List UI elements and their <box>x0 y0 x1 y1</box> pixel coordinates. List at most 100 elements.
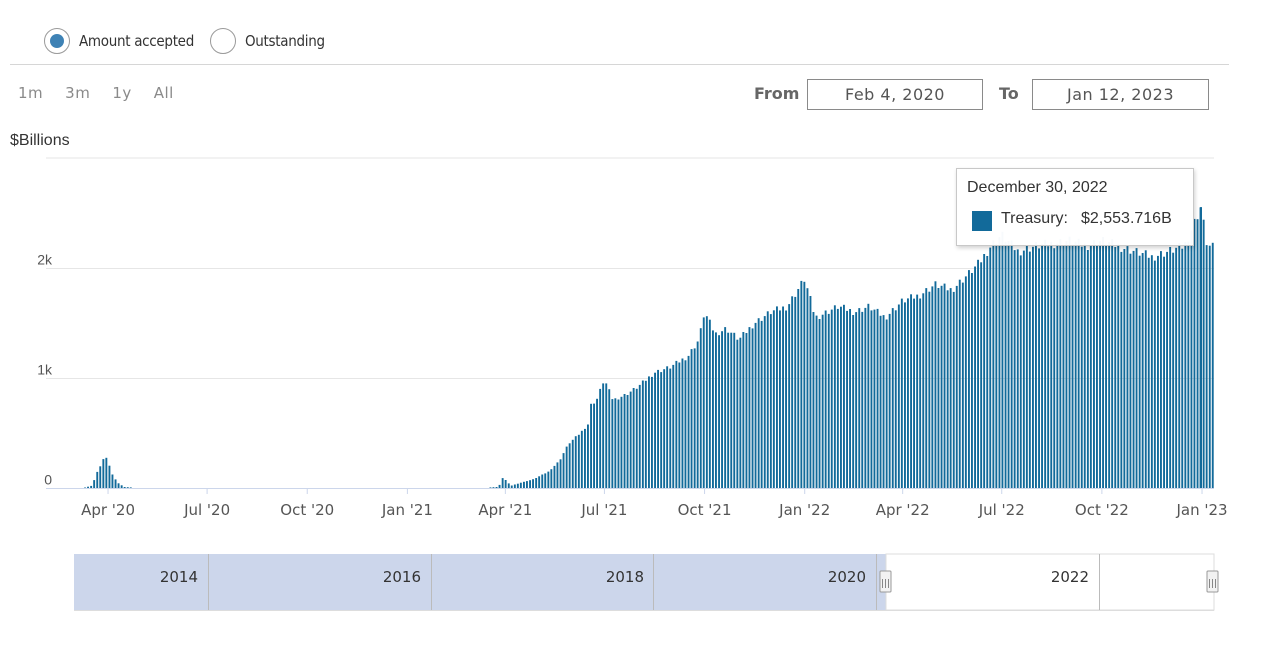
data-bar <box>907 298 909 488</box>
tooltip-value: $2,553.716B <box>1081 210 1172 227</box>
tooltip-series-label: Treasury: <box>1001 210 1068 227</box>
data-bar <box>553 465 556 488</box>
data-bar <box>964 276 967 488</box>
radio-selected-dot <box>50 34 64 48</box>
range-button-3m[interactable]: 3m <box>65 84 91 102</box>
data-bar <box>648 376 650 488</box>
range-button-1m[interactable]: 1m <box>18 84 44 102</box>
measure-toggle: Amount accepted Outstanding <box>44 28 341 54</box>
navigator-left-handle[interactable] <box>879 570 892 593</box>
navigator-right-handle[interactable] <box>1206 570 1219 593</box>
data-bar <box>584 428 586 488</box>
data-bar <box>693 348 696 488</box>
data-bar <box>1166 251 1168 488</box>
range-button-1y[interactable]: 1y <box>112 84 132 102</box>
data-bar <box>800 280 803 488</box>
data-bar <box>562 453 565 488</box>
data-bar <box>1202 219 1205 488</box>
data-bar <box>1019 255 1022 488</box>
data-bar <box>705 316 708 488</box>
data-bar <box>654 372 656 488</box>
data-bar <box>882 315 885 488</box>
navigator-handle-grip: ||| <box>1208 579 1217 589</box>
data-bar <box>498 484 501 488</box>
data-bar <box>641 380 644 488</box>
data-bar <box>894 310 897 488</box>
data-bar <box>574 436 577 488</box>
range-button-all[interactable]: All <box>153 84 174 102</box>
data-bar <box>105 457 108 488</box>
y-axis-units-label: $Billions <box>10 132 70 149</box>
data-bar <box>1160 251 1162 488</box>
data-bar <box>757 318 760 488</box>
data-bar <box>599 388 602 488</box>
data-bar <box>818 319 821 488</box>
radio-outstanding-circle[interactable] <box>209 28 236 54</box>
chart-tooltip: December 30, 2022 Treasury: $2,553.716B <box>956 168 1194 246</box>
data-bar <box>593 403 595 488</box>
bars-layer <box>84 207 1214 489</box>
to-date-input[interactable]: Jan 12, 2023 <box>1032 79 1209 110</box>
navigator-year-label: 2020 <box>828 568 866 586</box>
data-bar <box>727 332 730 488</box>
data-bar <box>669 368 672 488</box>
data-bar <box>96 471 99 488</box>
data-bar <box>126 487 129 488</box>
data-bar <box>733 332 736 488</box>
data-bar <box>1065 241 1068 488</box>
data-bar <box>1004 241 1007 488</box>
data-bar <box>1169 247 1172 488</box>
data-bar <box>1126 246 1129 488</box>
tooltip-date: December 30, 2022 <box>967 179 1108 196</box>
data-bar <box>1053 248 1056 488</box>
data-bar <box>596 398 598 488</box>
from-date-input[interactable]: Feb 4, 2020 <box>807 79 983 110</box>
data-bar <box>977 259 979 488</box>
data-bar <box>989 247 992 488</box>
data-bar <box>1184 242 1187 488</box>
data-bar <box>526 481 528 488</box>
data-bar <box>1108 242 1111 488</box>
data-bar <box>763 316 766 488</box>
navigator-mask <box>74 554 886 610</box>
data-bar <box>681 358 684 488</box>
data-bar <box>855 312 858 488</box>
data-bar <box>815 315 818 488</box>
data-bar <box>934 281 937 488</box>
data-bar <box>1175 247 1178 488</box>
data-bar <box>797 289 800 488</box>
data-bar <box>1028 251 1031 488</box>
data-bar <box>739 337 742 488</box>
data-bar <box>937 288 940 488</box>
data-bar <box>1117 244 1120 488</box>
data-bar <box>864 307 867 488</box>
y-axis: 0 1k 2k <box>37 252 53 488</box>
data-bar <box>830 309 833 488</box>
data-bar <box>489 487 492 488</box>
data-bar <box>507 483 510 488</box>
radio-outstanding[interactable]: Outstanding <box>209 28 325 54</box>
radio-outstanding-label: Outstanding <box>244 32 325 50</box>
data-bar <box>708 319 711 488</box>
data-bar <box>684 360 687 488</box>
data-bar <box>516 483 519 488</box>
radio-amount-accepted-circle[interactable] <box>44 28 70 54</box>
data-bar <box>836 308 839 488</box>
x-tick-label: Jul '20 <box>183 501 230 519</box>
data-bar <box>748 327 751 488</box>
data-bar <box>1071 244 1074 488</box>
data-bar <box>955 285 958 488</box>
data-bar <box>1013 250 1016 488</box>
data-bar <box>1132 250 1135 488</box>
data-bar <box>1190 230 1193 488</box>
data-bar <box>1105 244 1107 488</box>
data-bar <box>535 478 538 488</box>
navigator[interactable]: 2014 2016 2018 2020 2022 ||| ||| <box>74 553 1219 611</box>
radio-amount-accepted[interactable]: Amount accepted <box>44 28 194 54</box>
data-bar <box>827 313 830 488</box>
data-bar <box>620 396 623 488</box>
data-bar <box>925 288 928 488</box>
data-bar <box>1044 239 1047 488</box>
data-bar <box>931 286 934 488</box>
